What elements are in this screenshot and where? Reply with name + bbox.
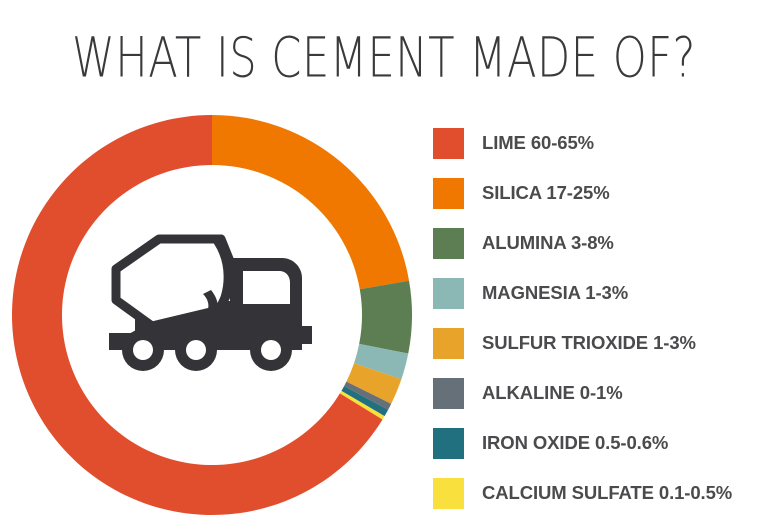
truck-mixer-rim-line xyxy=(213,238,231,316)
legend-label-alumina: ALUMINA 3-8% xyxy=(482,232,614,253)
truck-bumper-shape xyxy=(300,326,312,344)
donut-segments xyxy=(11,115,412,515)
truck-cab-window-shape xyxy=(243,271,290,304)
legend-item-calcium-sulfate[interactable]: CALCIUM SULFATE 0.1-0.5% xyxy=(433,468,763,518)
donut-segment-iron-oxide[interactable] xyxy=(341,386,389,417)
donut-segment-magnesia[interactable] xyxy=(354,343,409,380)
legend-label-calcium-sulfate: CALCIUM SULFATE 0.1-0.5% xyxy=(482,482,733,503)
legend-swatch-alkaline xyxy=(433,377,464,409)
legend-swatch-magnesia xyxy=(433,277,464,309)
legend-swatch-alumina xyxy=(433,227,464,259)
legend-swatch-sulfur-trioxide xyxy=(433,327,464,359)
legend-label-silica: SILICA 17-25% xyxy=(482,182,610,203)
legend-item-iron-oxide[interactable]: IRON OXIDE 0.5-0.6% xyxy=(433,418,763,468)
truck-wheel-rear-1-hub xyxy=(133,340,153,360)
legend-item-alkaline[interactable]: ALKALINE 0-1% xyxy=(433,368,763,418)
truck-chute-shape xyxy=(201,290,218,326)
legend-label-alkaline: ALKALINE 0-1% xyxy=(482,382,623,403)
donut-segment-alkaline[interactable] xyxy=(344,381,392,410)
donut-segment-calcium-sulfate[interactable] xyxy=(339,390,385,420)
cement-mixer-truck-svg xyxy=(109,234,312,371)
cement-mixer-truck-icon xyxy=(97,228,325,373)
page-title: WHAT IS CEMENT MADE OF? xyxy=(72,26,696,91)
legend-item-alumina[interactable]: ALUMINA 3-8% xyxy=(433,218,763,268)
truck-wheel-front-hub xyxy=(261,340,281,360)
legend-swatch-lime xyxy=(433,127,464,159)
legend-item-sulfur-trioxide[interactable]: SULFUR TRIOXIDE 1-3% xyxy=(433,318,763,368)
legend-swatch-calcium-sulfate xyxy=(433,477,464,509)
truck-wheel-rear-2-hub xyxy=(186,340,206,360)
legend-item-silica[interactable]: SILICA 17-25% xyxy=(433,168,763,218)
legend: LIME 60-65% SILICA 17-25% ALUMINA 3-8% MAGN… xyxy=(433,118,763,518)
legend-label-magnesia: MAGNESIA 1-3% xyxy=(482,282,629,303)
legend-item-magnesia[interactable]: MAGNESIA 1-3% xyxy=(433,268,763,318)
legend-swatch-silica xyxy=(433,177,464,209)
donut-chart-svg xyxy=(11,115,412,515)
legend-label-iron-oxide: IRON OXIDE 0.5-0.6% xyxy=(482,432,669,453)
donut-segment-silica[interactable] xyxy=(212,115,410,290)
legend-label-sulfur-trioxide: SULFUR TRIOXIDE 1-3% xyxy=(482,332,696,353)
legend-label-lime: LIME 60-65% xyxy=(482,132,594,153)
donut-segment-alumina[interactable] xyxy=(359,280,412,354)
legend-swatch-iron-oxide xyxy=(433,427,464,459)
donut-chart xyxy=(11,115,412,515)
donut-segment-sulfur-trioxide[interactable] xyxy=(346,363,402,404)
legend-item-lime[interactable]: LIME 60-65% xyxy=(433,118,763,168)
